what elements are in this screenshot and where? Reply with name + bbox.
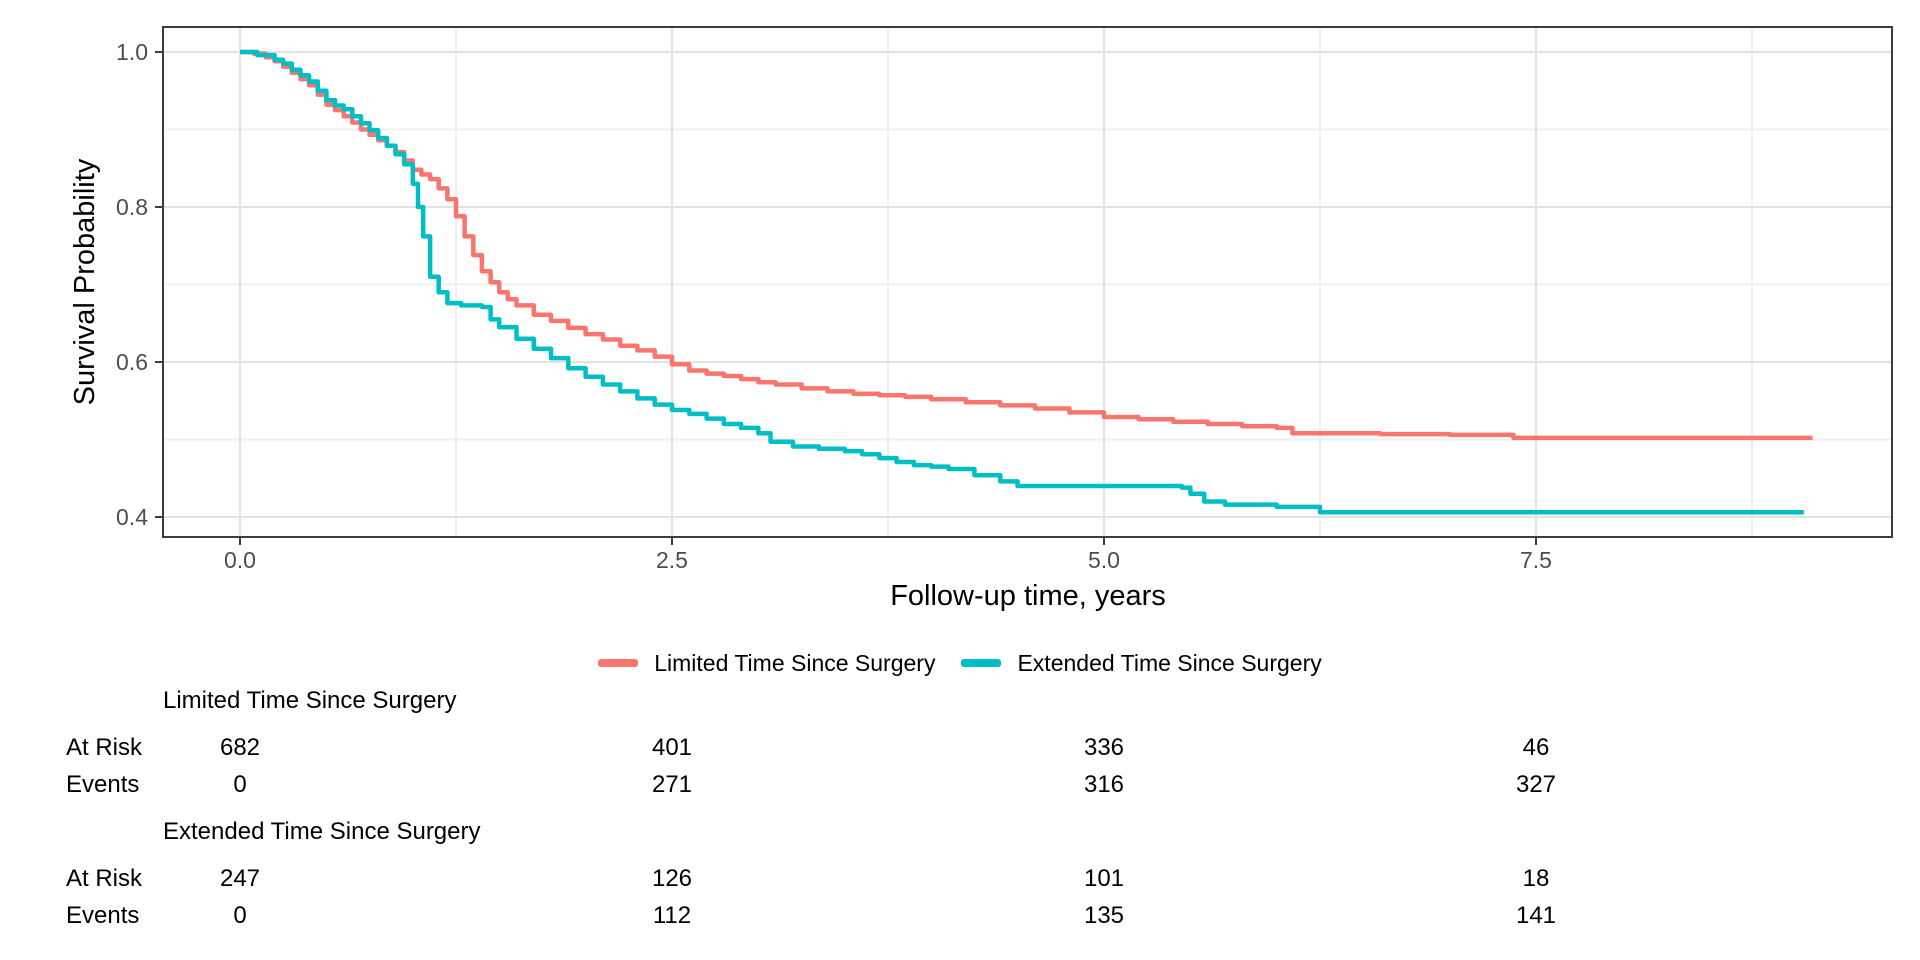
x-tick-label-0.0: 0.0 bbox=[224, 547, 256, 573]
y-tick-label-0.6: 0.6 bbox=[116, 349, 148, 375]
legend-label-extended: Extended Time Since Surgery bbox=[1017, 650, 1322, 676]
risk-table-cell: 401 bbox=[651, 734, 693, 761]
legend-label-limited: Limited Time Since Surgery bbox=[654, 650, 936, 676]
risk-table-row-label: Events bbox=[66, 902, 140, 929]
risk-table-row-label: At Risk bbox=[66, 734, 143, 761]
risk-table-cell: 316 bbox=[1083, 771, 1125, 798]
x-axis-title: Follow-up time, years bbox=[890, 580, 1166, 612]
risk-table-cell: 112 bbox=[652, 902, 692, 929]
risk-table-row-label: Events bbox=[66, 771, 140, 798]
y-tick-label-0.4: 0.4 bbox=[116, 504, 148, 530]
survival-plot bbox=[155, 26, 1893, 545]
series-line-limited bbox=[240, 49, 1813, 441]
x-tick-label-5.0: 5.0 bbox=[1088, 547, 1120, 573]
risk-table-cell: 101 bbox=[1083, 865, 1125, 892]
risk-table-cell: 0 bbox=[233, 902, 247, 929]
risk-table-cell: 247 bbox=[219, 865, 261, 892]
legend-key-extended-line-icon bbox=[961, 659, 1002, 667]
risk-table-cell: 271 bbox=[651, 771, 693, 798]
risk-table-cell: 682 bbox=[219, 734, 261, 761]
risk-table-cell: 327 bbox=[1515, 771, 1557, 798]
legend: Limited Time Since Surgery Extended Time… bbox=[0, 645, 1920, 681]
risk-table-group-title: Limited Time Since Surgery bbox=[163, 687, 457, 714]
y-tick-label-0.8: 0.8 bbox=[116, 194, 148, 220]
y-tick-label-1.0: 1.0 bbox=[116, 39, 148, 65]
x-tick-label-7.5: 7.5 bbox=[1520, 547, 1552, 573]
risk-table-cell: 336 bbox=[1083, 734, 1125, 761]
legend-key-limited-line-icon bbox=[598, 659, 639, 667]
series-group bbox=[240, 49, 1813, 515]
risk-table-group-title: Extended Time Since Surgery bbox=[163, 818, 481, 845]
risk-table-cell: 141 bbox=[1515, 902, 1557, 929]
legend-item-extended: Extended Time Since Surgery bbox=[961, 648, 1322, 678]
panel-border bbox=[162, 26, 1893, 538]
risk-table-cell: 0 bbox=[233, 771, 247, 798]
risk-table-cell: 126 bbox=[651, 865, 693, 892]
y-axis-title: Survival Probability bbox=[69, 158, 101, 406]
risk-table-row-label: At Risk bbox=[66, 865, 143, 892]
x-tick-label-2.5: 2.5 bbox=[656, 547, 688, 573]
risk-table-cell: 46 bbox=[1522, 734, 1550, 761]
risk-table-cell: 18 bbox=[1522, 865, 1550, 892]
series-line-extended bbox=[240, 49, 1804, 515]
risk-table-cell: 135 bbox=[1083, 902, 1125, 929]
legend-item-limited: Limited Time Since Surgery bbox=[598, 648, 935, 678]
